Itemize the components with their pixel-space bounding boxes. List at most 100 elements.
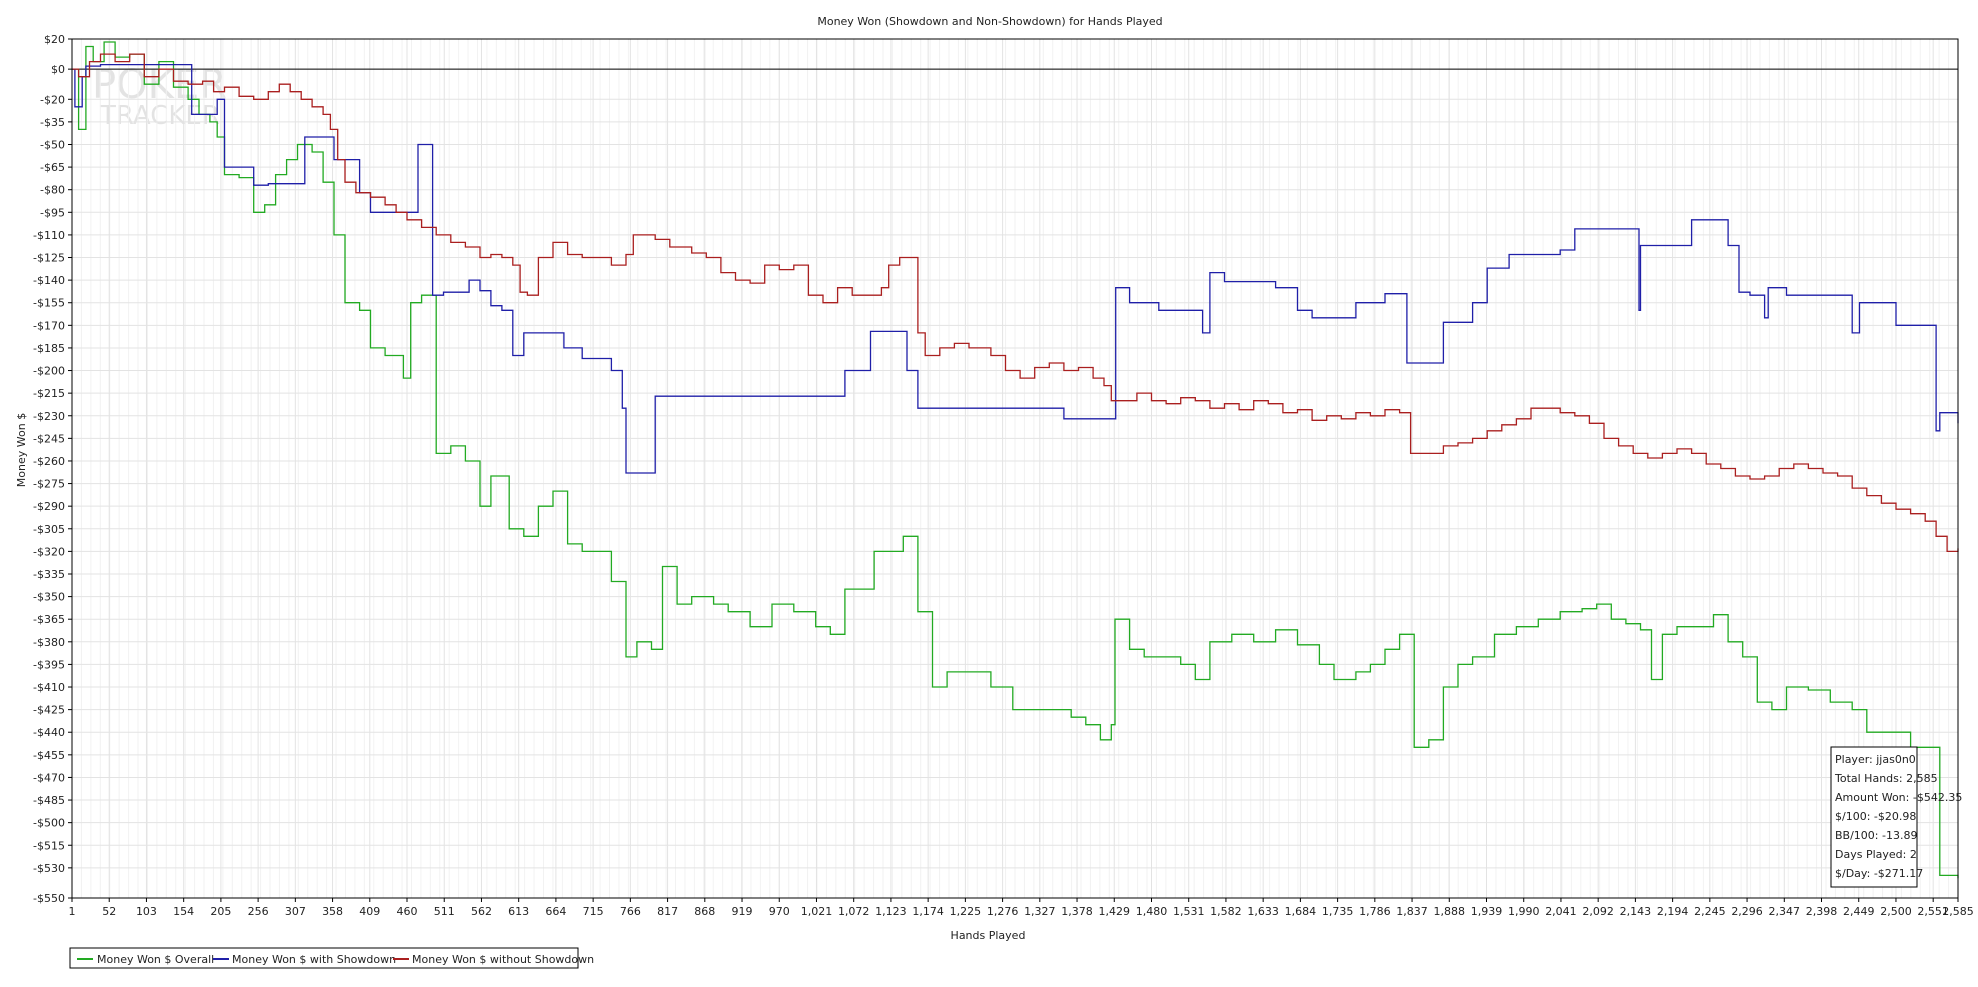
x-tick-label: 1,735 bbox=[1322, 905, 1354, 918]
x-tick-label: 2,245 bbox=[1694, 905, 1726, 918]
y-tick-label: -$305 bbox=[33, 523, 65, 536]
x-tick-label: 1 bbox=[69, 905, 76, 918]
chart-legend: Money Won $ Overall Money Won $ with Sho… bbox=[69, 947, 594, 969]
series-line-2 bbox=[72, 53, 1959, 553]
y-tick-label: -$470 bbox=[33, 771, 65, 784]
y-tick-label: -$365 bbox=[33, 613, 65, 626]
y-tick-label: -$95 bbox=[40, 206, 65, 219]
y-tick-label: -$20 bbox=[40, 93, 65, 106]
stats-bb-per-100: BB/100: -13.89 bbox=[1835, 829, 1917, 842]
x-tick-label: 868 bbox=[694, 905, 715, 918]
x-tick-label: 817 bbox=[657, 905, 678, 918]
watermark-text-line2: TRACKER bbox=[99, 101, 220, 131]
stats-per-100: $/100: -$20.98 bbox=[1835, 810, 1916, 823]
chart-series bbox=[72, 41, 1959, 879]
plot-frame bbox=[71, 38, 1959, 899]
y-tick-label: $20 bbox=[44, 33, 65, 46]
y-tick-label: -$215 bbox=[33, 387, 65, 400]
stats-per-day: $/Day: -$271.17 bbox=[1835, 867, 1923, 880]
x-tick-label: 1,480 bbox=[1136, 905, 1168, 918]
x-tick-label: 1,990 bbox=[1508, 905, 1540, 918]
y-tick-label: -$485 bbox=[33, 794, 65, 807]
y-tick-label: -$350 bbox=[33, 591, 65, 604]
y-tick-label: -$395 bbox=[33, 658, 65, 671]
x-tick-label: 205 bbox=[210, 905, 231, 918]
y-tick-label: -$200 bbox=[33, 365, 65, 378]
x-tick-label: 1,939 bbox=[1471, 905, 1503, 918]
y-tick-label: -$125 bbox=[33, 252, 65, 265]
x-tick-label: 1,684 bbox=[1285, 905, 1317, 918]
chart-title: Money Won (Showdown and Non-Showdown) fo… bbox=[817, 15, 1162, 28]
x-tick-label: 409 bbox=[359, 905, 380, 918]
y-tick-label: -$245 bbox=[33, 432, 65, 445]
series-line-0 bbox=[72, 41, 1959, 879]
stats-box: Player: jjas0n0 Total Hands: 2,585 Amoun… bbox=[1830, 746, 1962, 888]
legend-label-non-showdown: Money Won $ without Showdown bbox=[412, 953, 594, 966]
x-tick-label: 460 bbox=[397, 905, 418, 918]
stats-player: Player: jjas0n0 bbox=[1835, 753, 1916, 766]
legend-frame bbox=[69, 947, 579, 969]
x-tick-label: 358 bbox=[322, 905, 343, 918]
x-tick-label: 1,276 bbox=[987, 905, 1019, 918]
y-tick-label: -$155 bbox=[33, 297, 65, 310]
x-tick-label: 1,888 bbox=[1434, 905, 1466, 918]
x-tick-label: 52 bbox=[102, 905, 116, 918]
x-tick-label: 154 bbox=[173, 905, 194, 918]
y-tick-label: -$440 bbox=[33, 726, 65, 739]
x-tick-label: 2,092 bbox=[1582, 905, 1614, 918]
y-tick-label: -$275 bbox=[33, 478, 65, 491]
x-tick-label: 1,633 bbox=[1247, 905, 1279, 918]
x-tick-label: 2,143 bbox=[1620, 905, 1652, 918]
x-tick-label: 2,449 bbox=[1843, 905, 1875, 918]
x-tick-label: 613 bbox=[508, 905, 529, 918]
x-tick-label: 307 bbox=[285, 905, 306, 918]
x-tick-label: 766 bbox=[620, 905, 641, 918]
legend-label-showdown: Money Won $ with Showdown bbox=[232, 953, 396, 966]
y-tick-label: -$410 bbox=[33, 681, 65, 694]
x-tick-label: 511 bbox=[434, 905, 455, 918]
x-tick-label: 2,296 bbox=[1731, 905, 1763, 918]
y-tick-label: -$515 bbox=[33, 839, 65, 852]
y-tick-label: -$140 bbox=[33, 274, 65, 287]
x-tick-label: 1,327 bbox=[1024, 905, 1056, 918]
y-tick-label: $0 bbox=[51, 63, 65, 76]
x-tick-label: 1,072 bbox=[838, 905, 870, 918]
y-tick-label: -$80 bbox=[40, 184, 65, 197]
y-tick-label: -$530 bbox=[33, 862, 65, 875]
x-tick-label: 2,347 bbox=[1769, 905, 1801, 918]
y-tick-label: -$185 bbox=[33, 342, 65, 355]
x-axis-ticks: 1 52 103 154 205 256 307 358 409 460 511 562 613 664 7… bbox=[69, 898, 1974, 918]
y-tick-label: -$425 bbox=[33, 704, 65, 717]
y-tick-label: -$290 bbox=[33, 500, 65, 513]
x-tick-label: 2,194 bbox=[1657, 905, 1689, 918]
y-tick-label: -$455 bbox=[33, 749, 65, 762]
y-tick-label: -$500 bbox=[33, 817, 65, 830]
x-tick-label: 1,582 bbox=[1210, 905, 1242, 918]
x-tick-label: 2,551 bbox=[1917, 905, 1949, 918]
series-line-1 bbox=[72, 63, 1959, 474]
stats-total-hands: Total Hands: 2,585 bbox=[1834, 772, 1938, 785]
x-tick-label: 919 bbox=[732, 905, 753, 918]
y-tick-label: -$380 bbox=[33, 636, 65, 649]
y-tick-label: -$65 bbox=[40, 161, 65, 174]
x-tick-label: 1,531 bbox=[1173, 905, 1205, 918]
x-tick-label: 1,837 bbox=[1396, 905, 1428, 918]
y-axis-label: Money Won $ bbox=[15, 413, 28, 487]
x-tick-label: 256 bbox=[248, 905, 269, 918]
x-tick-label: 1,378 bbox=[1061, 905, 1093, 918]
y-tick-label: -$230 bbox=[33, 410, 65, 423]
x-tick-label: 1,225 bbox=[950, 905, 982, 918]
y-tick-label: -$35 bbox=[40, 116, 65, 129]
x-tick-label: 103 bbox=[136, 905, 157, 918]
x-tick-label: 1,429 bbox=[1099, 905, 1131, 918]
y-tick-label: -$110 bbox=[33, 229, 65, 242]
y-tick-label: -$170 bbox=[33, 319, 65, 332]
y-tick-label: -$335 bbox=[33, 568, 65, 581]
x-tick-label: 562 bbox=[471, 905, 492, 918]
y-tick-label: -$50 bbox=[40, 138, 65, 151]
chart-grid bbox=[71, 38, 1959, 899]
x-tick-label: 2,041 bbox=[1545, 905, 1577, 918]
x-tick-label: 1,174 bbox=[912, 905, 944, 918]
y-axis-ticks: $20 $0 -$20 -$35 -$50 -$65 -$80 -$95 -$110 -$125 -… bbox=[33, 33, 72, 905]
